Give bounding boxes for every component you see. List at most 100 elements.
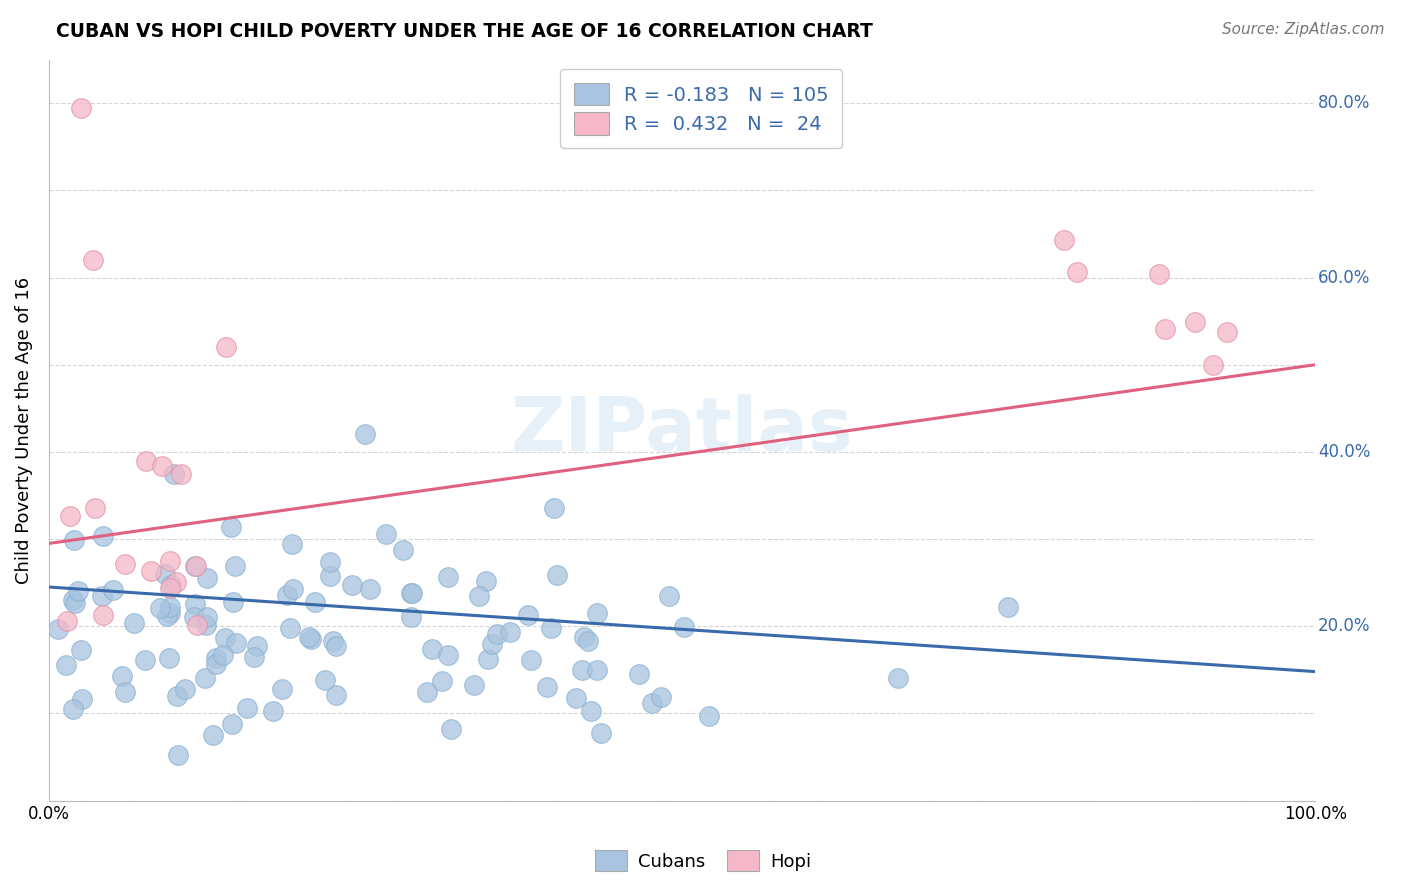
Point <box>219 520 242 534</box>
Legend: R = -0.183   N = 105, R =  0.432   N =  24: R = -0.183 N = 105, R = 0.432 N = 24 <box>560 70 842 148</box>
Point <box>440 722 463 736</box>
Point <box>70 642 93 657</box>
Point <box>283 582 305 597</box>
Point <box>1154 321 1177 335</box>
Point <box>650 690 672 704</box>
Point <box>353 427 375 442</box>
Text: 80.0%: 80.0% <box>1317 95 1369 112</box>
Point <box>170 467 193 481</box>
Point <box>83 500 105 515</box>
Point <box>1147 267 1170 281</box>
Point <box>640 696 662 710</box>
Point <box>62 593 84 607</box>
Point <box>66 583 89 598</box>
Point <box>236 700 259 714</box>
Point <box>139 564 162 578</box>
Point <box>201 728 224 742</box>
Point <box>468 590 491 604</box>
Point <box>463 678 485 692</box>
Point <box>167 747 190 762</box>
Point <box>437 569 460 583</box>
Point <box>150 459 173 474</box>
Point <box>62 702 84 716</box>
Point <box>70 691 93 706</box>
Point <box>205 657 228 671</box>
Point <box>499 625 522 640</box>
Point <box>298 630 321 644</box>
Point <box>262 704 284 718</box>
Point <box>215 340 238 354</box>
Point <box>62 533 84 548</box>
Point <box>658 589 681 603</box>
Point <box>536 680 558 694</box>
Point <box>391 543 413 558</box>
Point <box>432 674 454 689</box>
Point <box>63 596 86 610</box>
Point <box>565 691 588 706</box>
Point <box>477 652 499 666</box>
Point <box>153 567 176 582</box>
Y-axis label: Child Poverty Under the Age of 16: Child Poverty Under the Age of 16 <box>15 277 32 583</box>
Point <box>586 606 609 620</box>
Point <box>319 555 342 569</box>
Point <box>276 588 298 602</box>
Point <box>69 101 91 115</box>
Point <box>586 663 609 677</box>
Point <box>399 586 422 600</box>
Point <box>159 581 181 595</box>
Point <box>166 690 188 704</box>
Point <box>135 454 157 468</box>
Point <box>322 633 344 648</box>
Point <box>173 681 195 696</box>
Point <box>114 557 136 571</box>
Point <box>156 609 179 624</box>
Point <box>159 554 181 568</box>
Point <box>211 648 233 663</box>
Point <box>122 615 145 630</box>
Point <box>481 637 503 651</box>
Point <box>420 641 443 656</box>
Point <box>186 558 208 573</box>
Point <box>149 601 172 615</box>
Point <box>159 578 181 592</box>
Point <box>243 649 266 664</box>
Point <box>579 704 602 718</box>
Point <box>401 609 423 624</box>
Point <box>93 529 115 543</box>
Point <box>673 620 696 634</box>
Point <box>325 688 347 702</box>
Point <box>195 571 218 585</box>
Point <box>59 509 82 524</box>
Point <box>437 648 460 663</box>
Point <box>111 669 134 683</box>
Point <box>214 631 236 645</box>
Point <box>375 527 398 541</box>
Point <box>591 726 613 740</box>
Point <box>887 671 910 685</box>
Point <box>159 607 181 621</box>
Point <box>627 666 650 681</box>
Point <box>224 559 246 574</box>
Point <box>281 537 304 551</box>
Point <box>246 639 269 653</box>
Text: 60.0%: 60.0% <box>1317 268 1369 286</box>
Point <box>55 657 77 672</box>
Point <box>270 681 292 696</box>
Point <box>225 636 247 650</box>
Point <box>576 634 599 648</box>
Point <box>91 589 114 603</box>
Point <box>486 626 509 640</box>
Point <box>359 582 381 596</box>
Point <box>1215 326 1237 340</box>
Point <box>1053 233 1076 247</box>
Point <box>540 621 562 635</box>
Point <box>183 610 205 624</box>
Point <box>697 709 720 723</box>
Point <box>475 574 498 588</box>
Point <box>157 651 180 665</box>
Point <box>184 597 207 611</box>
Point <box>278 621 301 635</box>
Point <box>516 608 538 623</box>
Point <box>1184 315 1206 329</box>
Point <box>221 717 243 731</box>
